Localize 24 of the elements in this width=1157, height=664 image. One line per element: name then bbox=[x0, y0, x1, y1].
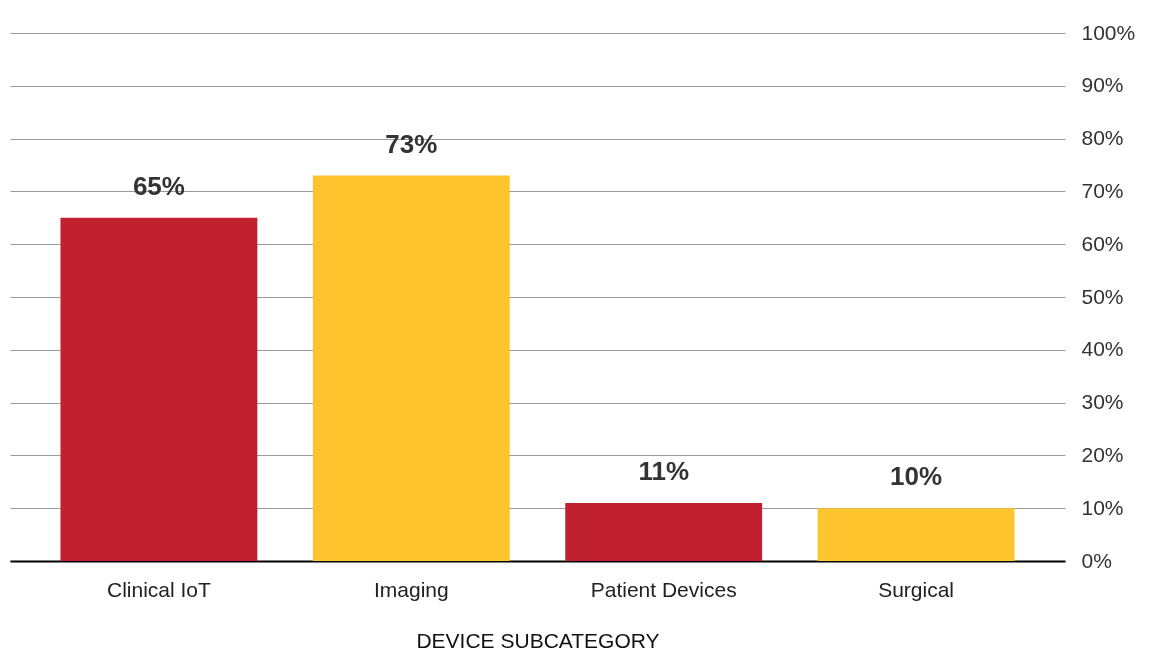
y-tick-label: 80% bbox=[1081, 126, 1124, 150]
x-tick-label: Imaging bbox=[373, 577, 449, 601]
bar bbox=[565, 502, 763, 561]
x-tick-label: Clinical IoT bbox=[106, 577, 212, 601]
data-label: 73% bbox=[385, 128, 438, 159]
bar bbox=[60, 217, 258, 561]
y-tick-label: 40% bbox=[1081, 337, 1124, 361]
data-label: 10% bbox=[890, 461, 943, 492]
data-label: 65% bbox=[132, 170, 185, 201]
x-tick-label: Surgical bbox=[878, 577, 955, 601]
x-axis-title: DEVICE SUBCATEGORY bbox=[416, 628, 660, 652]
y-tick-label: 30% bbox=[1081, 390, 1124, 414]
y-tick-label: 10% bbox=[1081, 495, 1124, 519]
y-tick-label: 20% bbox=[1081, 442, 1124, 466]
bar bbox=[817, 508, 1015, 561]
y-tick-label: 60% bbox=[1081, 231, 1124, 255]
data-label: 11% bbox=[638, 455, 689, 486]
y-tick-label: 50% bbox=[1081, 284, 1124, 308]
bar bbox=[312, 175, 510, 561]
y-tick-label: 90% bbox=[1081, 73, 1124, 97]
y-tick-label: 0% bbox=[1081, 548, 1112, 572]
y-tick-label: 100% bbox=[1081, 20, 1136, 44]
y-tick-label: 70% bbox=[1081, 178, 1124, 202]
x-tick-label: Patient Devices bbox=[590, 577, 737, 601]
